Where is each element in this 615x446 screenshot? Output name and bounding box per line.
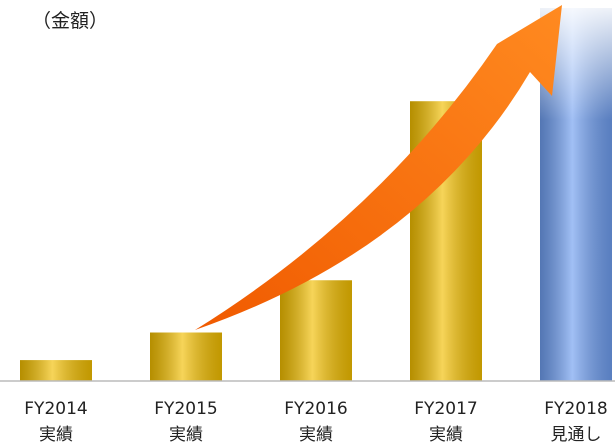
growth-arrow <box>195 5 562 330</box>
x-tick-label: FY2018 見通し <box>544 399 608 445</box>
x-tick-label: FY2016 実績 <box>284 399 348 445</box>
bar-sheen <box>150 332 222 381</box>
bar-sheen <box>280 280 352 381</box>
bar-sheen <box>20 360 92 381</box>
chart-title: （金額） <box>32 10 109 32</box>
x-tick-label: FY2014 実績 <box>24 399 88 445</box>
x-tick-label: FY2015 実績 <box>154 399 218 445</box>
x-tick-label: FY2017 実績 <box>414 399 478 445</box>
